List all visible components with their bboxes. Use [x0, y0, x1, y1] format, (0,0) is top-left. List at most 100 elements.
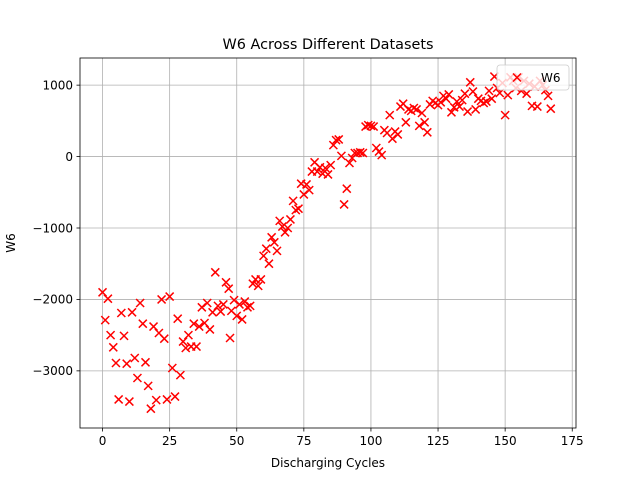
data-point-marker	[116, 308, 126, 318]
data-point-marker	[183, 330, 193, 340]
data-point-marker	[173, 314, 183, 324]
data-point-marker	[106, 330, 116, 340]
data-point-marker	[132, 373, 142, 383]
data-point-marker	[122, 359, 132, 369]
data-point-marker	[468, 87, 478, 97]
data-point-marker	[253, 281, 263, 291]
data-point-marker	[355, 147, 365, 157]
x-tick-label: 125	[427, 434, 450, 448]
data-point-marker	[138, 319, 148, 329]
data-point-marker	[436, 97, 446, 107]
data-point-marker	[417, 108, 427, 118]
x-tick-label: 50	[229, 434, 244, 448]
data-point-marker	[422, 127, 432, 137]
data-point-marker	[272, 246, 282, 256]
y-tick-label: −1000	[32, 221, 73, 235]
data-point-marker	[441, 94, 451, 104]
data-point-marker	[283, 223, 293, 233]
data-point-marker	[446, 107, 456, 117]
x-tick-label: 150	[494, 434, 517, 448]
data-point-marker	[484, 86, 494, 96]
x-axis-label: Discharging Cycles	[271, 456, 385, 470]
legend-label: W6	[541, 71, 561, 85]
data-point-marker	[232, 311, 242, 321]
data-point-marker	[304, 185, 314, 195]
data-point-marker	[261, 244, 271, 254]
data-point-marker	[444, 89, 454, 99]
x-tick-label: 100	[359, 434, 382, 448]
data-point-marker	[248, 279, 258, 289]
data-point-marker	[259, 251, 269, 261]
data-point-marker	[127, 307, 137, 317]
y-tick-label: −3000	[32, 364, 73, 378]
y-tick-label: 1000	[42, 78, 73, 92]
data-point-marker	[237, 314, 247, 324]
data-point-marker	[111, 358, 121, 368]
data-point-marker	[546, 104, 556, 114]
data-point-marker	[342, 184, 352, 194]
y-axis-label: W6	[4, 233, 18, 253]
data-point-marker	[167, 363, 177, 373]
legend-marker	[512, 72, 522, 83]
data-point-marker	[216, 307, 226, 317]
data-point-marker	[277, 222, 287, 232]
data-point-marker	[213, 301, 223, 311]
data-point-marker	[159, 334, 169, 344]
chart-title: W6 Across Different Datasets	[223, 37, 434, 53]
data-point-marker	[331, 135, 341, 145]
data-point-marker	[320, 163, 330, 173]
data-point-marker	[479, 98, 489, 108]
x-axis-ticks: 0 25 50 75 100 125 150 175	[99, 428, 584, 448]
data-point-marker	[197, 302, 207, 312]
data-point-marker	[412, 104, 422, 114]
data-point-marker	[269, 237, 279, 247]
data-point-marker	[162, 394, 172, 404]
data-point-marker	[175, 370, 185, 380]
data-point-marker	[240, 297, 250, 307]
data-point-marker	[165, 292, 175, 302]
data-point-marker	[487, 94, 497, 104]
data-point-marker	[191, 342, 202, 352]
data-point-marker	[202, 298, 212, 308]
data-point-marker	[218, 299, 228, 309]
data-point-marker	[481, 97, 491, 107]
data-point-marker	[471, 104, 481, 114]
data-point-marker	[140, 357, 151, 367]
x-tick-label: 175	[561, 434, 584, 448]
data-point-marker	[334, 134, 344, 144]
data-point-marker	[293, 204, 304, 214]
data-point-marker	[532, 102, 542, 112]
data-point-marker	[280, 227, 290, 237]
data-point-marker	[301, 179, 312, 189]
data-point-marker	[267, 232, 277, 242]
data-point-marker	[108, 342, 118, 352]
data-point-marker	[225, 333, 235, 343]
data-point-marker	[224, 284, 234, 294]
data-point-marker	[500, 110, 510, 120]
data-point-marker	[103, 294, 113, 304]
data-point-marker	[409, 103, 419, 113]
data-point-marker	[403, 104, 414, 114]
data-point-marker	[543, 91, 553, 101]
data-point-marker	[181, 343, 191, 353]
data-point-marker	[522, 89, 532, 99]
y-axis-ticks: −3000 −2000 −1000 0 1000	[32, 78, 80, 378]
data-point-marker	[229, 295, 239, 305]
data-point-marker	[369, 122, 379, 132]
data-point-marker	[130, 353, 140, 363]
data-point-marker	[401, 117, 411, 127]
data-point-marker	[457, 95, 467, 105]
data-point-marker	[358, 148, 368, 158]
data-point-marker	[275, 216, 285, 226]
data-point-marker	[135, 298, 145, 308]
data-point-marker	[339, 199, 349, 209]
data-point-marker	[205, 324, 215, 334]
data-point-marker	[366, 121, 376, 131]
y-tick-label: 0	[65, 150, 73, 164]
data-point-marker	[114, 394, 124, 404]
legend: W6	[496, 64, 570, 91]
data-point-marker	[200, 318, 210, 328]
data-point-marker	[210, 267, 220, 277]
data-point-marker	[414, 121, 424, 131]
